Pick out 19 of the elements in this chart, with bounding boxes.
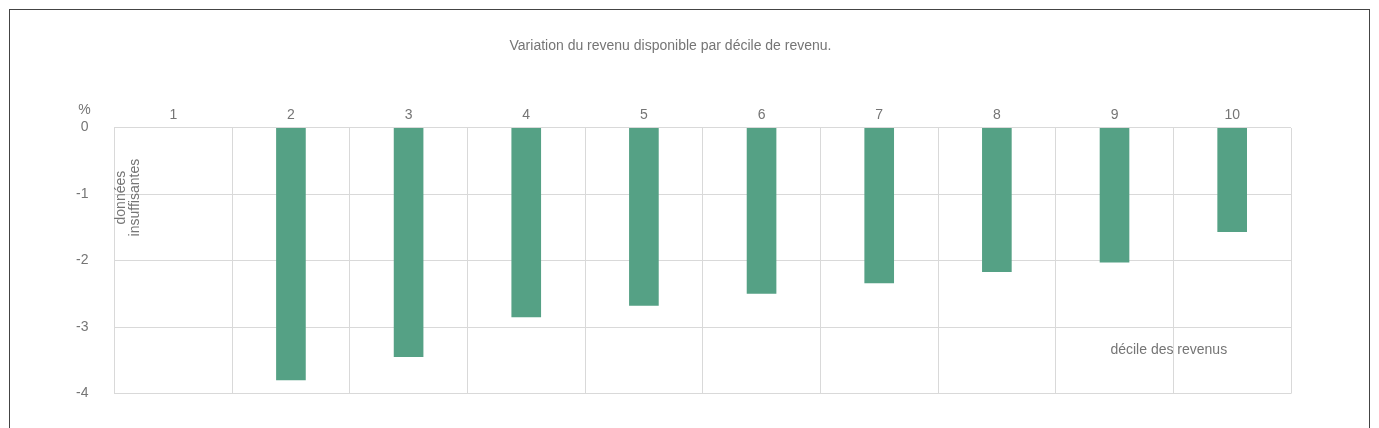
x-tick-label: 9	[1110, 106, 1119, 123]
x-tick-label: 10	[1224, 106, 1241, 123]
y-axis-title: %	[78, 101, 91, 118]
x-tick-label: 8	[992, 106, 1001, 123]
x-tick-label: 5	[640, 106, 648, 123]
x-tick-label: 1	[169, 106, 178, 123]
y-tick-label: -2	[76, 251, 89, 268]
x-tick-label: 3	[404, 106, 413, 123]
x-tick-label: 2	[287, 106, 296, 123]
y-tick-label: 0	[80, 118, 89, 135]
y-tick-label: -3	[76, 317, 89, 334]
x-tick-label: 6	[757, 106, 766, 123]
x-tick-label: 7	[875, 106, 884, 123]
x-tick-label: 4	[522, 106, 531, 123]
chart-title: Variation du revenu disponible par décile de revenu.	[509, 37, 832, 54]
y-tick-label: -4	[76, 384, 89, 401]
x-axis-title: décile des revenus	[1110, 341, 1228, 358]
y-tick-label: -1	[76, 184, 89, 201]
annotation: données insuffisantes	[112, 158, 143, 237]
